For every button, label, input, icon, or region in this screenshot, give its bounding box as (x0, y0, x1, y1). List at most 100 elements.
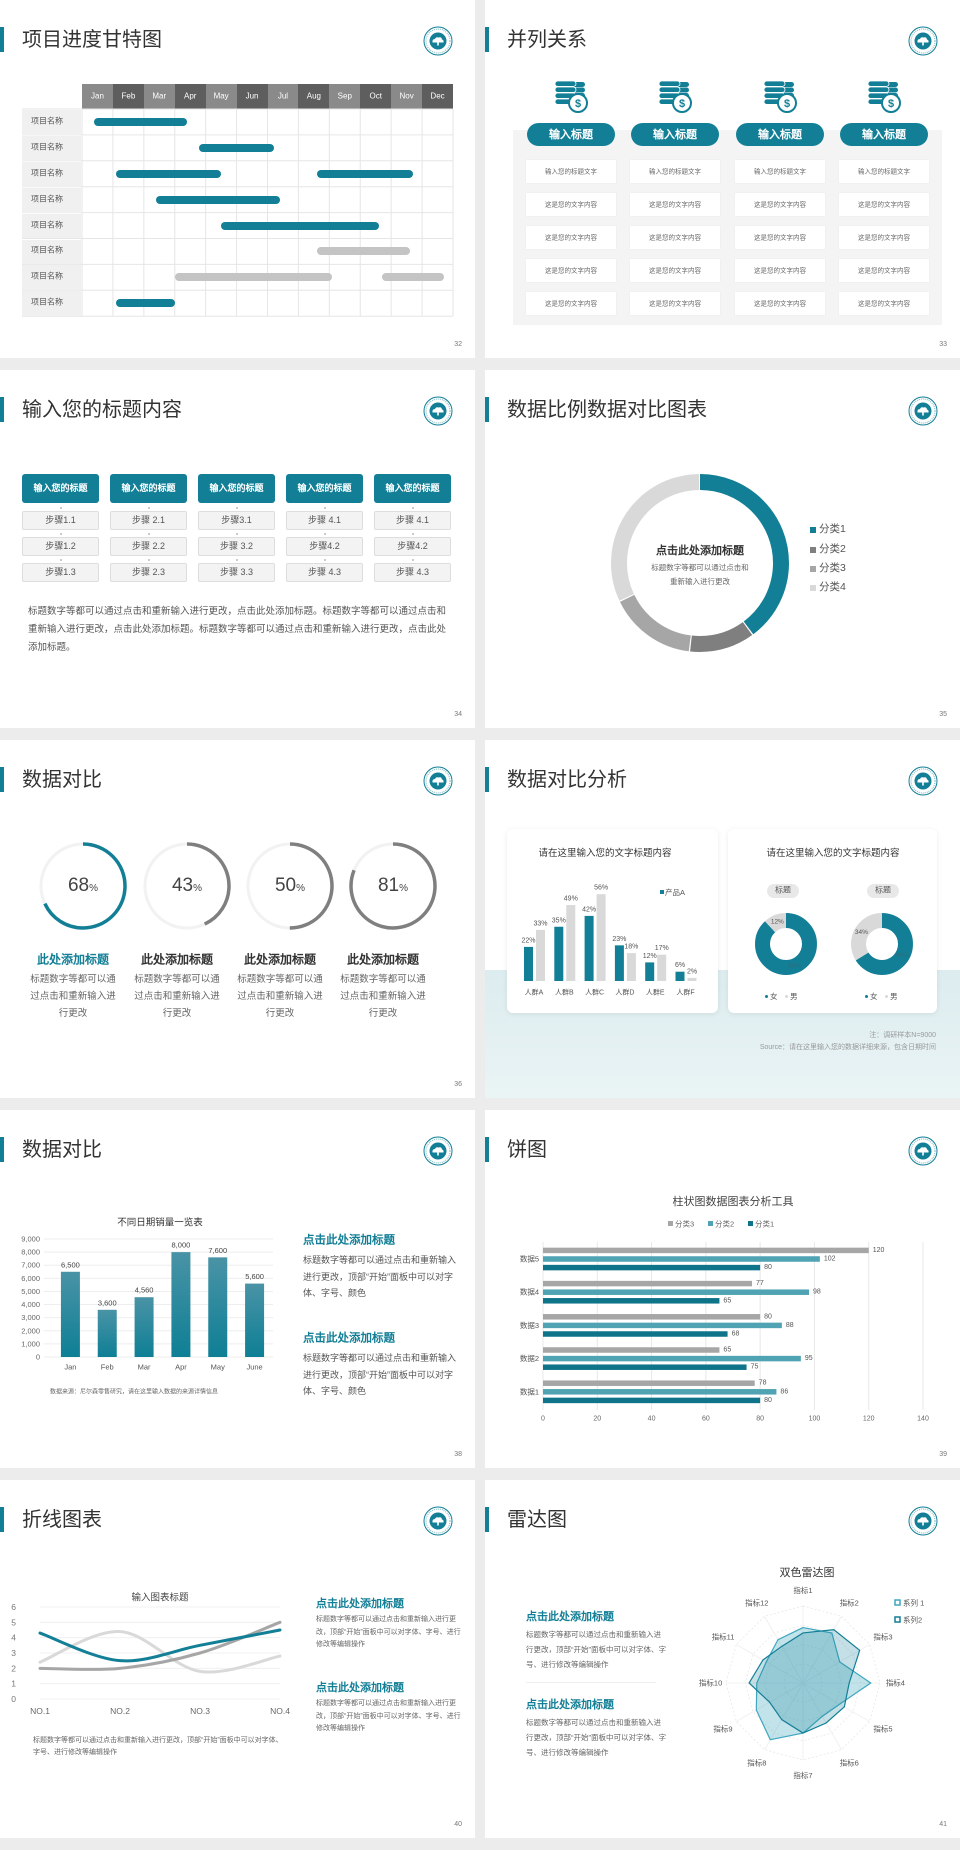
block-text: 标题数字等都可以通过点击和重新输入进行更改，顶部“开始”面板中可以对字体、字号、… (303, 1353, 457, 1396)
axis-label: 指标5 (873, 1724, 892, 1734)
block-title: 点击此处添加标题 (316, 1597, 404, 1610)
y-tick-label: 1 (11, 1679, 16, 1689)
bar-人群D (626, 953, 636, 981)
text-cell-label: 这是您的文字内容 (754, 233, 806, 241)
x-tick-label: 20 (593, 1416, 601, 1423)
block-divider (526, 1682, 656, 1683)
axis-label: 指标9 (713, 1724, 732, 1734)
legend-dot (865, 995, 868, 998)
logo-cloud-mark (432, 1517, 444, 1523)
step-header (198, 474, 275, 503)
legend-label: 分类4 (819, 581, 846, 594)
bar-May (208, 1257, 228, 1357)
x-tick-label: 140 (917, 1416, 929, 1423)
legend-label: 分类3 (675, 1219, 694, 1229)
logo-cloud-mark (432, 37, 444, 43)
item-text: 标题数字等都可以通过点击和重新输入进行更改 (237, 974, 323, 1019)
progress-unit: % (399, 883, 409, 894)
text-cell (735, 292, 825, 315)
slide-title: 数据对比分析 (507, 769, 627, 791)
donut-center-line: 重新输入进行更改 (670, 576, 730, 586)
dollar-coin (568, 93, 588, 113)
line-chart: 输入图表标题 0 1 2 3 4 5 6 NO.1 NO.2 NO.3 NO.4 (11, 1592, 290, 1717)
dollar-coin (881, 93, 901, 113)
logo-emblem-icon (423, 26, 453, 56)
block-title: 点击此处添加标题 (303, 1234, 395, 1247)
bar-value-label: 102 (824, 1256, 836, 1263)
category-label: 人群B (555, 988, 574, 997)
item-title: 此处添加标题 (140, 952, 214, 967)
x-tick-label: NO.1 (30, 1706, 50, 1716)
step-box (22, 511, 99, 530)
chart-caption: 标题数字等都可以通过点击和重新输入进行更改，顶部“开始”面板中可以对字体、字号、… (33, 1737, 283, 1756)
text-cell (630, 226, 720, 249)
legend-swatch (810, 547, 816, 553)
gantt-grid (22, 108, 454, 317)
month-header-cell (112, 84, 145, 109)
title-pill[interactable] (631, 123, 719, 146)
page-number: 35 (939, 711, 947, 719)
bar-value-label: 80 (764, 1313, 772, 1320)
progress-number: 81 (377, 875, 400, 896)
block-text: 标题数字等都可以通过点击和重新输入进行更改，顶部“开始”面板中可以对字体、字号、… (316, 1700, 461, 1732)
step-header (374, 474, 451, 503)
slide-32: 项目进度甘特图 32 Jan Feb Mar Apr May Jun Jul Aug Sep Oct N… (0, 0, 475, 358)
legend-swatch (894, 1616, 901, 1623)
bar-value-label: 98 (813, 1289, 821, 1296)
y-tick-label: 6,000 (21, 1274, 40, 1283)
step-label: 步骤 3.2 (219, 540, 254, 551)
y-tick-label: 7,000 (21, 1261, 40, 1270)
text-cell (735, 259, 825, 282)
donut-value-label: 66% (896, 952, 909, 959)
task-label: 项目名称 (31, 194, 63, 204)
axis-label: 指标11 (712, 1631, 735, 1641)
title-pill[interactable] (840, 123, 928, 146)
block-title: 点击此处添加标题 (316, 1681, 404, 1694)
bar-数据1-分类1 (543, 1397, 761, 1404)
step-label: 步骤 2.3 (131, 566, 166, 577)
step-header-label: 输入您的标题 (33, 482, 88, 493)
title-pill[interactable] (527, 123, 615, 146)
month-label: Apr (183, 91, 197, 101)
source-text: 数据来源：尼尔森零售研究，请在这里输入数据的来源详情信息 (50, 1389, 219, 1396)
logo-cloud-mark (917, 407, 929, 413)
bar-人群A (524, 946, 533, 981)
text-cell (526, 292, 616, 315)
title-accent-bar (0, 27, 4, 52)
bar-Jan (60, 1271, 80, 1357)
text-cell-label: 这是您的文字内容 (754, 266, 806, 274)
legend-label: 分类1 (819, 523, 846, 536)
series-line-0 (38, 1628, 282, 1663)
title-accent-bar (485, 767, 489, 792)
bar-value-label: 12% (643, 953, 657, 960)
bar-value-label: 77 (756, 1280, 764, 1287)
title-accent-bar (0, 1137, 4, 1162)
month-label: Feb (121, 91, 136, 101)
text-cell (735, 226, 825, 249)
donut-label-pill (767, 884, 799, 898)
coins-dollar-icon: $ (658, 80, 692, 113)
progress-ring-fill (39, 842, 127, 930)
dollar-sign: $ (888, 98, 894, 110)
axis-label: 指标8 (747, 1758, 766, 1768)
month-header-cell (174, 84, 207, 109)
bar-人群B (566, 905, 576, 981)
step-box (22, 537, 99, 556)
x-tick-label: NO.4 (270, 1706, 290, 1716)
donut-slice-分类2 (611, 474, 789, 652)
title-pill[interactable] (736, 123, 824, 146)
step-box (198, 537, 275, 556)
slide-title: 项目进度甘特图 (22, 29, 162, 51)
step-label: 步骤4.2 (397, 540, 428, 551)
item-title: 此处添加标题 (36, 952, 110, 967)
legend-label: 产品A (665, 887, 686, 897)
coin-stack-front (658, 80, 681, 87)
text-cell-label: 这是您的文字内容 (754, 200, 806, 208)
connector-dot (147, 559, 150, 561)
y-tick-label: 1,000 (21, 1339, 40, 1348)
bar-数据4-分类2 (543, 1289, 809, 1295)
logo-cloud-mark (917, 37, 929, 43)
dollar-coin (777, 93, 797, 113)
